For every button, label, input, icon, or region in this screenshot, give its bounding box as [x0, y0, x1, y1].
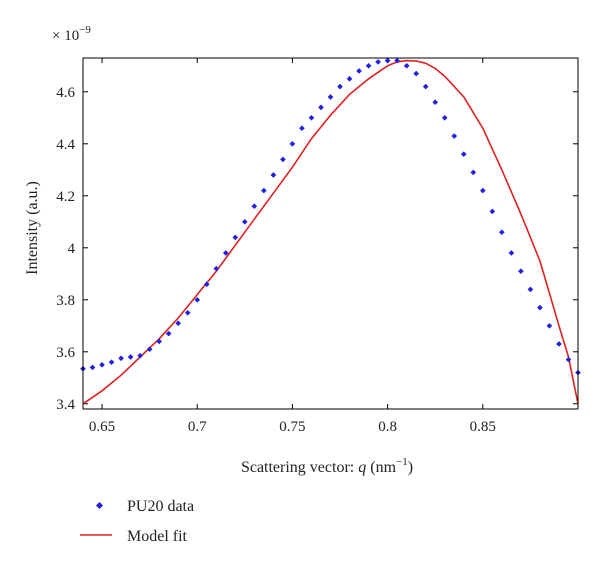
data-point — [156, 338, 162, 345]
data-point — [241, 218, 248, 225]
data-point — [194, 296, 201, 303]
data-point — [270, 172, 277, 178]
data-point — [251, 203, 258, 210]
data-point — [308, 114, 315, 121]
data-point — [99, 361, 105, 368]
data-point — [508, 250, 515, 256]
data-point — [451, 133, 458, 139]
data-point — [337, 83, 343, 90]
data-point — [384, 57, 391, 64]
data-point — [565, 356, 572, 363]
legend-marker-pu20 — [95, 501, 104, 510]
legend-label-model-fit: Model fit — [127, 528, 188, 545]
y-tick-label: 3.6 — [56, 345, 75, 361]
y-tick-label: 4.6 — [56, 85, 75, 101]
x-tick-label: 0.8 — [378, 419, 397, 435]
y-tick-label: 4.4 — [56, 137, 75, 153]
data-point — [118, 355, 124, 362]
x-tick-label: 0.85 — [470, 419, 496, 435]
data-point — [222, 250, 229, 256]
x-tick-label: 0.65 — [89, 419, 115, 435]
y-tick-label: 4.2 — [56, 189, 75, 205]
y-multiplier: × 10−9 — [52, 24, 91, 44]
data-point — [518, 268, 524, 275]
data-point — [318, 104, 324, 111]
data-point — [146, 346, 153, 353]
data-point — [375, 59, 381, 65]
data-point — [327, 94, 334, 100]
data-point — [299, 125, 305, 132]
data-point — [261, 187, 267, 194]
data-point — [346, 75, 353, 82]
data-point — [556, 341, 562, 347]
data-point — [289, 140, 296, 147]
x-axis-label: Scattering vector: q (nm−1) — [241, 456, 413, 476]
legend: PU20 data Model fit — [80, 498, 194, 545]
data-point — [403, 62, 410, 69]
data-point — [365, 62, 372, 69]
data-point — [432, 99, 439, 106]
y-tick-label: 4 — [68, 241, 76, 257]
data-point — [413, 70, 420, 77]
data-point — [280, 156, 286, 163]
data-point — [356, 68, 362, 74]
data-point — [184, 309, 191, 316]
data-point — [460, 151, 467, 158]
data-point — [479, 187, 486, 194]
plot-frame — [82, 57, 579, 410]
data-point — [165, 330, 172, 337]
y-axis-label: Intensity (a.u.) — [24, 181, 41, 275]
data-point — [546, 323, 553, 329]
series-line-model-fit — [82, 59, 579, 405]
data-point — [499, 229, 505, 236]
data-point — [537, 304, 543, 311]
data-point — [108, 359, 115, 365]
x-tick-label: 0.75 — [279, 419, 305, 435]
data-point — [89, 364, 96, 371]
y-tick-label: 3.4 — [56, 397, 75, 413]
data-point — [441, 114, 448, 121]
y-tick-label: 3.8 — [56, 293, 75, 309]
data-point — [422, 83, 429, 90]
data-point — [127, 354, 134, 360]
legend-label-pu20: PU20 data — [127, 498, 194, 515]
x-tick-label: 0.7 — [188, 419, 207, 435]
data-point — [527, 286, 534, 293]
data-point — [489, 208, 496, 215]
data-point — [470, 169, 477, 176]
data-point — [232, 234, 239, 241]
data-point — [213, 265, 220, 272]
data-point — [137, 352, 143, 359]
